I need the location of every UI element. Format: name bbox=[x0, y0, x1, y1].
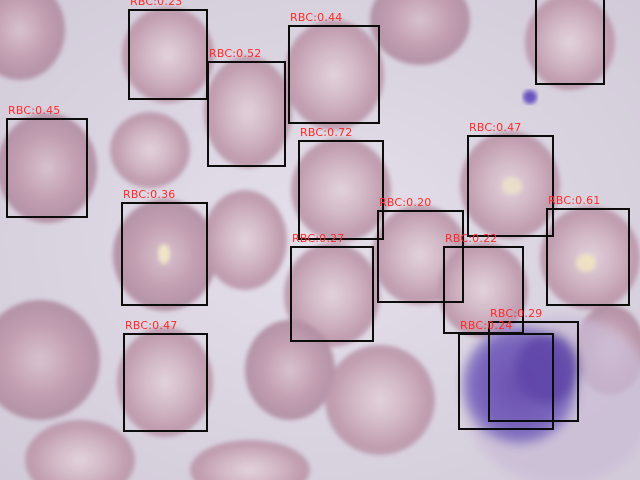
rbc-cell bbox=[438, 242, 528, 338]
detection-label: RBC:0.24 bbox=[460, 319, 513, 332]
rbc-cell bbox=[284, 243, 380, 347]
rbc-cell bbox=[110, 112, 190, 188]
detection-box: RBC:0.45 bbox=[6, 104, 88, 218]
white-blood-cell bbox=[462, 315, 640, 480]
detection-label: RBC:0.23 bbox=[130, 0, 183, 8]
detection-box: RBC:0.29 bbox=[488, 307, 579, 422]
rbc-cell bbox=[122, 7, 214, 103]
rbc-cell bbox=[0, 300, 100, 420]
detection-label: RBC:0.36 bbox=[123, 188, 176, 201]
detection-box: RBC:0.20 bbox=[377, 196, 464, 303]
wbc-nucleus-lobe bbox=[516, 332, 580, 404]
detection-box: RBC:0.61 bbox=[546, 194, 630, 306]
platelet bbox=[523, 90, 537, 104]
rbc-cell bbox=[325, 345, 435, 455]
detection-box: RBC:0.52 bbox=[207, 47, 286, 167]
detection-label: RBC:0.22 bbox=[445, 232, 498, 245]
rbc-cell bbox=[203, 190, 287, 290]
rbc-cell bbox=[0, 0, 65, 80]
detection-label: RBC:0.44 bbox=[290, 11, 343, 24]
detection-label: RBC:0.72 bbox=[300, 126, 353, 139]
detection-box: RBC:0.44 bbox=[288, 11, 380, 124]
rbc-cell bbox=[190, 440, 310, 480]
detection-label: RBC:0.29 bbox=[490, 307, 543, 320]
rbc-cell bbox=[284, 20, 384, 130]
rbc-cell bbox=[0, 113, 97, 223]
rbc-cell bbox=[370, 0, 470, 65]
detection-box: RBC:0.24 bbox=[458, 319, 554, 430]
detection-label: RBC:0.20 bbox=[379, 196, 432, 209]
inclusion bbox=[502, 177, 522, 195]
detection-box: RBC:0.36 bbox=[121, 188, 208, 306]
detection-label: RBC:0.47 bbox=[469, 121, 522, 134]
detection-box: RBC:0.23 bbox=[128, 0, 208, 100]
detection-box: RBC:0.47 bbox=[123, 319, 208, 432]
inclusion bbox=[576, 254, 596, 272]
detection-label: RBC:0.47 bbox=[125, 319, 178, 332]
detection-box bbox=[535, 0, 605, 85]
detection-label: RBC:0.61 bbox=[548, 194, 601, 207]
rbc-cell bbox=[245, 320, 335, 420]
cell-inclusions bbox=[158, 90, 596, 272]
inclusion bbox=[158, 244, 170, 264]
detection-label: RBC:0.27 bbox=[292, 232, 345, 245]
detection-box: RBC:0.27 bbox=[290, 232, 374, 342]
rbc-cell bbox=[117, 327, 213, 437]
detection-box: RBC:0.72 bbox=[298, 126, 384, 240]
detection-box: RBC:0.47 bbox=[467, 121, 554, 237]
detection-label: RBC:0.45 bbox=[8, 104, 61, 117]
rbc-cell bbox=[291, 138, 391, 242]
rbc-cell bbox=[525, 0, 615, 90]
detection-label: RBC:0.52 bbox=[209, 47, 262, 60]
rbc-cell bbox=[204, 56, 292, 168]
rbc-cell bbox=[25, 420, 135, 480]
